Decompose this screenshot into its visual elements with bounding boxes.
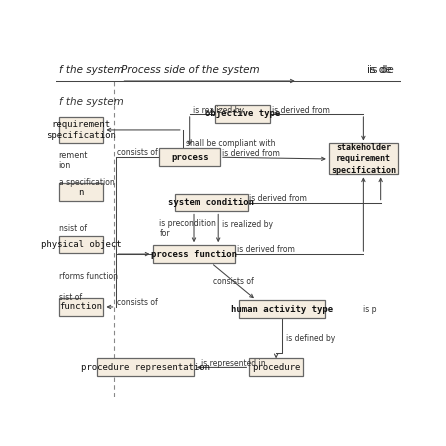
Text: requirement
specification: requirement specification — [46, 120, 116, 140]
FancyBboxPatch shape — [153, 245, 235, 263]
Text: is realized by: is realized by — [222, 220, 273, 229]
Text: procedure: procedure — [252, 363, 300, 372]
Text: human activity type: human activity type — [231, 305, 333, 314]
FancyBboxPatch shape — [58, 235, 103, 253]
Text: is defined by: is defined by — [285, 334, 335, 343]
Text: procedure representation: procedure representation — [81, 363, 210, 372]
FancyBboxPatch shape — [58, 183, 103, 201]
FancyBboxPatch shape — [329, 144, 398, 174]
Text: nsist of: nsist of — [58, 224, 87, 233]
Text: is represented in: is represented in — [201, 359, 265, 368]
Text: physical object: physical object — [41, 240, 121, 249]
Text: a specification: a specification — [58, 178, 114, 187]
Text: process function: process function — [151, 250, 237, 259]
FancyBboxPatch shape — [215, 105, 270, 123]
Text: is de: is de — [368, 65, 393, 75]
Text: is precondition
for: is precondition for — [160, 219, 216, 238]
Text: system condition: system condition — [168, 198, 254, 207]
FancyBboxPatch shape — [160, 149, 220, 166]
Text: is derived from: is derived from — [237, 245, 295, 255]
Text: objective type: objective type — [205, 109, 280, 119]
Text: is de: is de — [367, 65, 392, 75]
Text: sist of: sist of — [58, 293, 82, 302]
FancyBboxPatch shape — [175, 194, 248, 211]
FancyBboxPatch shape — [97, 359, 194, 376]
Text: consists of: consists of — [117, 298, 158, 307]
Text: function: function — [59, 302, 103, 311]
FancyBboxPatch shape — [239, 300, 326, 318]
Text: n: n — [78, 188, 84, 197]
Text: f the system: f the system — [58, 65, 123, 75]
FancyBboxPatch shape — [249, 359, 303, 376]
Text: shall be compliant with: shall be compliant with — [186, 139, 276, 148]
Text: rement
ion: rement ion — [58, 151, 88, 170]
Text: process: process — [171, 153, 208, 162]
FancyBboxPatch shape — [58, 117, 103, 143]
Text: is derived from: is derived from — [272, 106, 330, 115]
Text: is derived from: is derived from — [249, 194, 307, 203]
FancyBboxPatch shape — [58, 298, 103, 316]
Text: is derived from: is derived from — [222, 149, 280, 158]
Text: is p: is p — [363, 305, 377, 314]
Text: Process side of the system: Process side of the system — [121, 65, 260, 75]
Text: rforms function: rforms function — [58, 272, 117, 281]
Text: consists of: consists of — [117, 148, 158, 157]
Text: is realized by: is realized by — [193, 106, 244, 115]
Text: f the system: f the system — [58, 97, 123, 107]
Text: stakeholder
requirement
specification: stakeholder requirement specification — [331, 143, 396, 174]
Text: consists of: consists of — [213, 277, 254, 286]
